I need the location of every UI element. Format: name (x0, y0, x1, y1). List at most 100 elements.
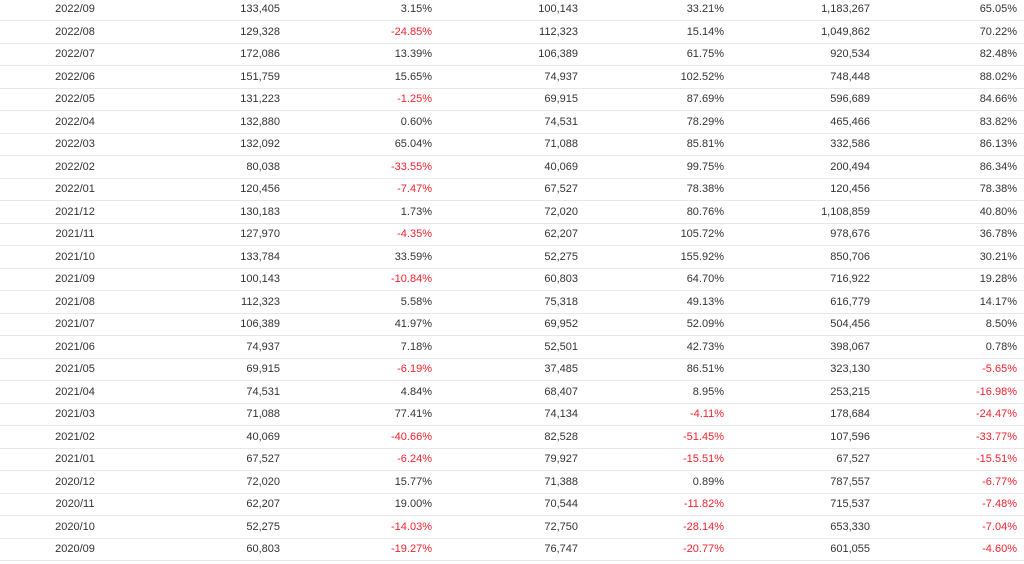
month-cell: 2022/09 (0, 0, 150, 21)
value-cell: 13.39% (290, 43, 442, 66)
month-cell: 2021/09 (0, 268, 150, 291)
table-row[interactable]: 2022/01 120,456 -7.47% 67,527 78.38% 120,456 7… (0, 178, 1024, 201)
value-cell: 67,527 (442, 178, 588, 201)
value-cell: 79,927 (442, 448, 588, 471)
month-cell: 2022/06 (0, 65, 150, 89)
value-cell: -15.51% (880, 448, 1024, 471)
table-row[interactable]: 2020/10 52,275 -14.03% 72,750 -28.14% 653,330… (0, 515, 1024, 539)
value-cell: 67,527 (150, 448, 290, 471)
value-cell: 40.80% (880, 200, 1024, 224)
table-row[interactable]: 2020/09 60,803 -19.27% 76,747 -20.77% 601,055… (0, 538, 1024, 561)
value-cell: 86.13% (880, 133, 1024, 156)
value-cell: 69,915 (442, 88, 588, 111)
value-cell: 41.97% (290, 313, 442, 336)
value-cell: 178,684 (734, 403, 880, 426)
value-cell: -4.60% (880, 538, 1024, 561)
value-cell: 787,557 (734, 470, 880, 494)
table-row[interactable]: 2021/01 67,527 -6.24% 79,927 -15.51% 67,527 -1… (0, 448, 1024, 471)
value-cell: 120,456 (734, 178, 880, 201)
value-cell: 76,747 (442, 538, 588, 561)
value-cell: 52,501 (442, 335, 588, 359)
value-cell: 82.48% (880, 43, 1024, 66)
month-cell: 2021/10 (0, 245, 150, 269)
value-cell: 37,485 (442, 358, 588, 381)
value-cell: 69,952 (442, 313, 588, 336)
value-cell: 33.21% (588, 0, 734, 21)
value-cell: 30.21% (880, 245, 1024, 269)
table-row[interactable]: 2021/02 40,069 -40.66% 82,528 -51.45% 107,596… (0, 425, 1024, 449)
value-cell: 132,092 (150, 133, 290, 156)
value-cell: -10.84% (290, 268, 442, 291)
value-cell: 332,586 (734, 133, 880, 156)
value-cell: 70.22% (880, 20, 1024, 44)
month-cell: 2021/01 (0, 448, 150, 471)
table-row[interactable]: 2022/08 129,328 -24.85% 112,323 15.14% 1,049,… (0, 20, 1024, 44)
value-cell: -11.82% (588, 493, 734, 516)
value-cell: 72,020 (442, 200, 588, 224)
value-cell: 200,494 (734, 155, 880, 179)
value-cell: 88.02% (880, 65, 1024, 89)
table-row[interactable]: 2021/03 71,088 77.41% 74,134 -4.11% 178,684 -2… (0, 403, 1024, 426)
value-cell: 61.75% (588, 43, 734, 66)
value-cell: 68,407 (442, 380, 588, 404)
table-row[interactable]: 2022/07 172,086 13.39% 106,389 61.75% 920,534… (0, 43, 1024, 66)
value-cell: 36.78% (880, 223, 1024, 246)
value-cell: 596,689 (734, 88, 880, 111)
value-cell: 1,049,862 (734, 20, 880, 44)
table-row[interactable]: 2022/06 151,759 15.65% 74,937 102.52% 748,448… (0, 65, 1024, 89)
table-row[interactable]: 2020/11 62,207 19.00% 70,544 -11.82% 715,537-… (0, 493, 1024, 516)
value-cell: -20.77% (588, 538, 734, 561)
table-row[interactable]: 2020/12 72,020 15.77% 71,388 0.89% 787,557 -6.… (0, 470, 1024, 494)
table-row[interactable]: 2021/11 127,970 -4.35% 62,207 105.72% 978,676… (0, 223, 1024, 246)
value-cell: 0.78% (880, 335, 1024, 359)
table-row[interactable]: 2021/07 106,389 41.97% 69,952 52.09% 504,456 8… (0, 313, 1024, 336)
value-cell: -1.25% (290, 88, 442, 111)
table-row[interactable]: 2021/12 130,183 1.73% 72,020 80.76% 1,108,859… (0, 200, 1024, 224)
value-cell: -15.51% (588, 448, 734, 471)
value-cell: 0.89% (588, 470, 734, 494)
table-row[interactable]: 2022/04 132,880 0.60% 74,531 78.29% 465,466 83… (0, 110, 1024, 134)
value-cell: -6.77% (880, 470, 1024, 494)
value-cell: 74,937 (442, 65, 588, 89)
value-cell: 106,389 (150, 313, 290, 336)
table-row[interactable]: 2022/03 132,092 65.04% 71,088 85.81% 332,586 8… (0, 133, 1024, 156)
value-cell: 748,448 (734, 65, 880, 89)
table-row[interactable]: 2021/10 133,784 33.59% 52,275 155.92% 850,706… (0, 245, 1024, 269)
month-cell: 2021/05 (0, 358, 150, 381)
value-cell: 129,328 (150, 20, 290, 44)
table-row[interactable]: 2022/09 133,405 3.15% 100,143 33.21% 1,183,26… (0, 0, 1024, 21)
value-cell: 105.72% (588, 223, 734, 246)
table-row[interactable]: 2021/09 100,143 -10.84% 60,803 64.70% 716,922… (0, 268, 1024, 291)
value-cell: 0.60% (290, 110, 442, 134)
value-cell: 72,750 (442, 515, 588, 539)
value-cell: 132,880 (150, 110, 290, 134)
table-row[interactable]: 2022/02 80,038 -33.55% 40,069 99.75% 200,494 8… (0, 155, 1024, 179)
table-row[interactable]: 2021/08 112,323 5.58% 75,318 49.13% 616,779 14… (0, 290, 1024, 314)
value-cell: 62,207 (150, 493, 290, 516)
value-cell: 102.52% (588, 65, 734, 89)
value-cell: -51.45% (588, 425, 734, 449)
value-cell: -33.77% (880, 425, 1024, 449)
table-row[interactable]: 2022/05 131,223 -1.25% 69,915 87.69% 596,689 8… (0, 88, 1024, 111)
value-cell: 65.05% (880, 0, 1024, 21)
month-cell: 2020/10 (0, 515, 150, 539)
value-cell: 86.51% (588, 358, 734, 381)
value-cell: 80,038 (150, 155, 290, 179)
value-cell: 60,803 (150, 538, 290, 561)
table-row[interactable]: 2021/06 74,937 7.18% 52,501 42.73% 398,067 0.7… (0, 335, 1024, 359)
month-cell: 2022/03 (0, 133, 150, 156)
value-cell: 78.38% (880, 178, 1024, 201)
value-cell: 253,215 (734, 380, 880, 404)
month-cell: 2022/01 (0, 178, 150, 201)
value-cell: 504,456 (734, 313, 880, 336)
value-cell: -14.03% (290, 515, 442, 539)
month-cell: 2021/12 (0, 200, 150, 224)
value-cell: 1,108,859 (734, 200, 880, 224)
value-cell: -5.65% (880, 358, 1024, 381)
table-row[interactable]: 2021/04 74,531 4.84% 68,407 8.95% 253,215 -16.… (0, 380, 1024, 404)
value-cell: -19.27% (290, 538, 442, 561)
month-cell: 2022/04 (0, 110, 150, 134)
table-row[interactable]: 2021/05 69,915 -6.19% 37,485 86.51% 323,130 -5… (0, 358, 1024, 381)
value-cell: 42.73% (588, 335, 734, 359)
